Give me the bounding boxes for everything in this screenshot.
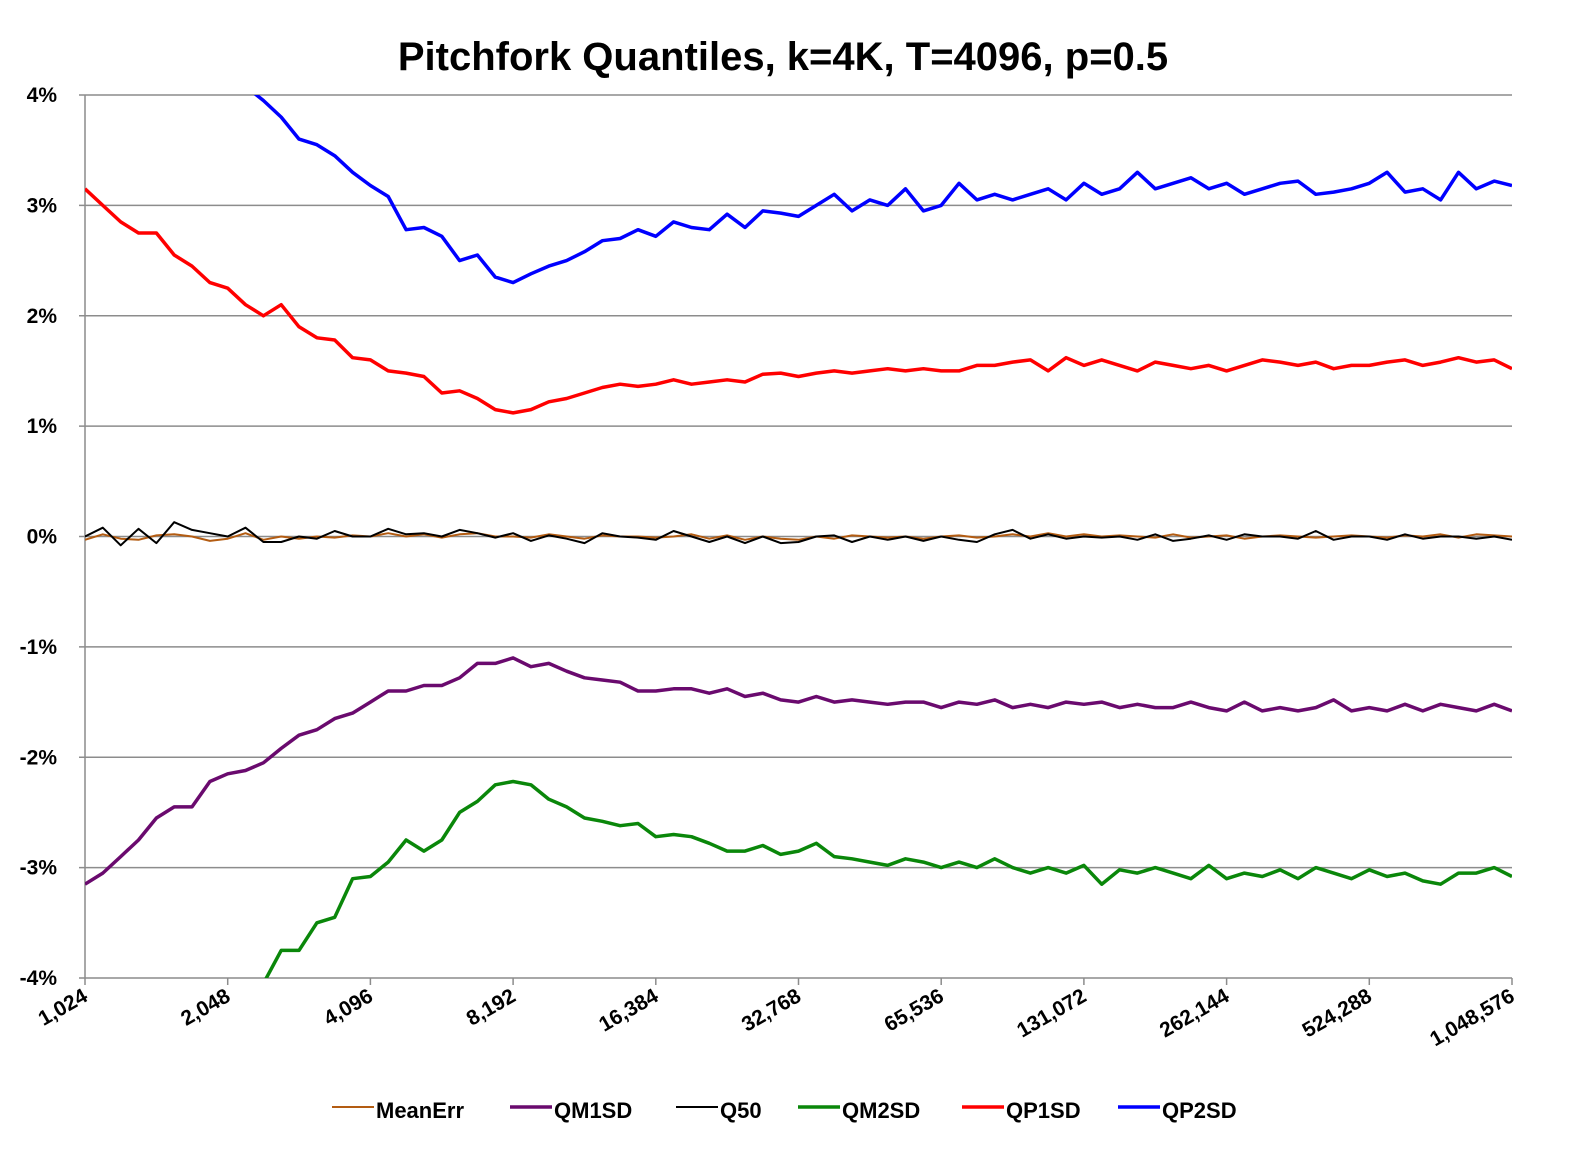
series-line-qm2sd: [264, 779, 1512, 978]
x-tick-label: 16,384: [595, 984, 662, 1036]
series-line-q50: [85, 521, 1512, 547]
series-lines: [85, 95, 1512, 978]
legend-label: QM2SD: [842, 1098, 920, 1123]
legend-label: QP1SD: [1006, 1098, 1081, 1123]
y-tick-label: -2%: [20, 746, 58, 769]
legend-label: Q50: [720, 1098, 762, 1123]
legend-label: MeanErr: [376, 1098, 464, 1123]
y-tick-label: 1%: [27, 415, 58, 438]
chart-title: Pitchfork Quantiles, k=4K, T=4096, p=0.5: [398, 35, 1168, 79]
y-tick-label: 4%: [27, 84, 58, 107]
y-tick-label: -3%: [20, 857, 58, 880]
x-tick-label: 1,024: [34, 984, 91, 1030]
series-line-qm1sd: [85, 656, 1512, 886]
x-tick-label: 65,536: [881, 984, 948, 1036]
x-tick-label: 8,192: [463, 984, 520, 1030]
y-tick-label: 0%: [27, 526, 58, 549]
legend-label: QM1SD: [554, 1098, 632, 1123]
x-tick-label: 524,288: [1299, 984, 1377, 1042]
x-tick-label: 1,048,576: [1426, 984, 1518, 1051]
x-axis: 1,024 2,048 4,096 8,192 16,384 32,768 65,536 13…: [34, 978, 1519, 1051]
y-tick-label: 3%: [27, 194, 58, 217]
x-tick-label: 4,096: [320, 984, 377, 1030]
y-tick-label: -1%: [20, 636, 58, 659]
x-tick-label: 131,072: [1013, 984, 1090, 1042]
x-tick-label: 2,048: [177, 984, 234, 1030]
series-line-qp1sd: [85, 187, 1512, 415]
y-tick-label: -4%: [20, 967, 58, 990]
legend-label: QP2SD: [1162, 1098, 1237, 1123]
y-axis: 4% 3% 2% 1% 0% -1% -2% -3% -4%: [20, 84, 58, 990]
grid-lines: [79, 94, 1512, 979]
x-tick-label: 32,768: [738, 984, 805, 1036]
legend: MeanErr QM1SD Q50 QM2SD QP1SD QP2SD: [332, 1098, 1237, 1123]
y-tick-label: 2%: [27, 305, 58, 328]
series-line-qp2sd: [253, 95, 1512, 285]
x-tick-label: 262,144: [1156, 984, 1234, 1042]
